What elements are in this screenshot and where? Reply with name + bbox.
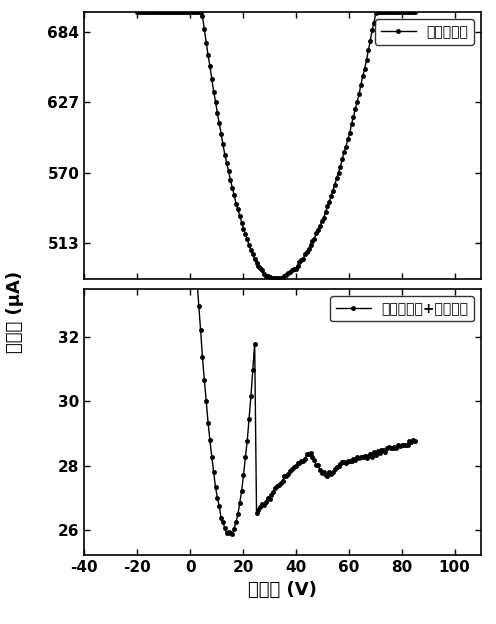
- Legend: 双层石墨烯: 双层石墨烯: [375, 19, 474, 44]
- X-axis label: 栊电压 (V): 栊电压 (V): [248, 581, 317, 599]
- Legend: 双层石墨烯+三聚氰胺: 双层石墨烯+三聚氰胺: [330, 296, 474, 321]
- Text: 漏电流 (μA): 漏电流 (μA): [6, 271, 24, 353]
